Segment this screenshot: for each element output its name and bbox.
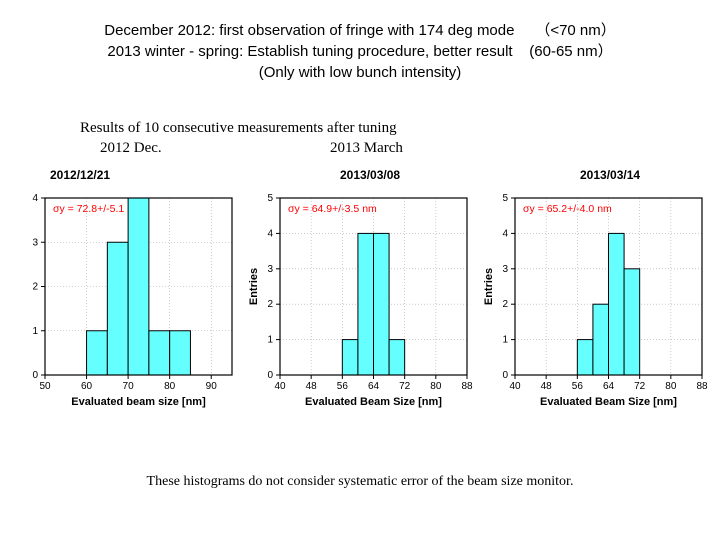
svg-text:72: 72 [634, 381, 646, 392]
header-line1-right: （<70 nm） [535, 22, 615, 39]
footnote: These histograms do not consider systema… [30, 474, 690, 490]
svg-text:0: 0 [32, 370, 38, 381]
svg-text:3: 3 [267, 264, 273, 275]
svg-text:σy = 65.2+/-4.0 nm: σy = 65.2+/-4.0 nm [523, 203, 612, 215]
subheader-year2: 2013 March [330, 140, 403, 157]
svg-text:5: 5 [502, 193, 508, 204]
chart-0: 0 1 2 3 4 50 60 70 80 90Evaluated beam size [nm] σ… [10, 190, 240, 410]
svg-text:72: 72 [399, 381, 411, 392]
header-line3: (Only with low bunch intensity) [30, 62, 690, 83]
svg-text:2: 2 [267, 299, 273, 310]
chart-date-2: 2013/03/14 [580, 168, 640, 182]
svg-text:48: 48 [306, 381, 318, 392]
header-line1-left: December 2012: first observation of frin… [104, 22, 514, 39]
header-line2-left: 2013 winter - spring: Establish tuning p… [107, 43, 512, 60]
svg-text:60: 60 [81, 381, 93, 392]
svg-text:2: 2 [32, 282, 38, 293]
chart-svg-2: 0 1 2 3 4 5 40 48 56 64 72 80 88 Evaluated Beam Size … [480, 190, 710, 410]
svg-text:56: 56 [572, 381, 584, 392]
header-block: December 2012: first observation of frin… [30, 20, 690, 83]
svg-text:90: 90 [206, 381, 218, 392]
chart-2: 0 1 2 3 4 5 40 48 56 64 72 80 88 Evaluated Beam Size … [480, 190, 710, 410]
chart-1: 0 1 2 3 4 5 40 48 56 64 72 80 88 Evaluated Beam Size … [245, 190, 475, 410]
svg-text:50: 50 [39, 381, 51, 392]
svg-text:Entries: Entries [483, 268, 495, 305]
svg-text:σy = 64.9+/-3.5 nm: σy = 64.9+/-3.5 nm [288, 203, 377, 215]
svg-text:1: 1 [267, 335, 273, 346]
svg-text:88: 88 [696, 381, 708, 392]
svg-text:Evaluated Beam Size [nm]: Evaluated Beam Size [nm] [540, 396, 677, 408]
chart-date-0: 2012/12/21 [50, 168, 110, 182]
svg-text:80: 80 [665, 381, 677, 392]
header-line2-right: (60-65 nm） [529, 43, 612, 60]
charts-row: 012345060708090Evaluated beam size [nm]σ… [10, 190, 710, 410]
svg-text:70: 70 [123, 381, 135, 392]
svg-text:3: 3 [502, 264, 508, 275]
svg-text:1: 1 [32, 326, 38, 337]
svg-text:40: 40 [274, 381, 286, 392]
svg-text:64: 64 [603, 381, 615, 392]
svg-text:4: 4 [267, 228, 273, 239]
chart-date-1: 2013/03/08 [340, 168, 400, 182]
svg-text:40: 40 [509, 381, 521, 392]
chart-svg-1: 0 1 2 3 4 5 40 48 56 64 72 80 88 Evaluated Beam Size … [245, 190, 475, 410]
svg-text:Entries: Entries [248, 268, 260, 305]
svg-text:4: 4 [32, 193, 38, 204]
svg-text:80: 80 [164, 381, 176, 392]
chart-svg-0: 0 1 2 3 4 50 60 70 80 90Evaluated beam size [nm] σ… [10, 190, 240, 410]
subheader-year1: 2012 Dec. [100, 140, 162, 157]
svg-text:2: 2 [502, 299, 508, 310]
svg-text:56: 56 [337, 381, 349, 392]
svg-text:88: 88 [461, 381, 473, 392]
svg-text:48: 48 [541, 381, 553, 392]
svg-text:4: 4 [502, 228, 508, 239]
svg-text:1: 1 [502, 335, 508, 346]
svg-text:Evaluated beam size [nm]: Evaluated beam size [nm] [71, 396, 206, 408]
svg-text:3: 3 [32, 237, 38, 248]
svg-text:80: 80 [430, 381, 442, 392]
subheader-title: Results of 10 consecutive measurements a… [80, 120, 397, 137]
svg-text:σy = 72.8+/-5.1: σy = 72.8+/-5.1 [53, 203, 124, 215]
svg-text:64: 64 [368, 381, 380, 392]
svg-text:5: 5 [267, 193, 273, 204]
svg-text:0: 0 [502, 370, 508, 381]
svg-text:Evaluated Beam Size [nm]: Evaluated Beam Size [nm] [305, 396, 442, 408]
svg-text:0: 0 [267, 370, 273, 381]
